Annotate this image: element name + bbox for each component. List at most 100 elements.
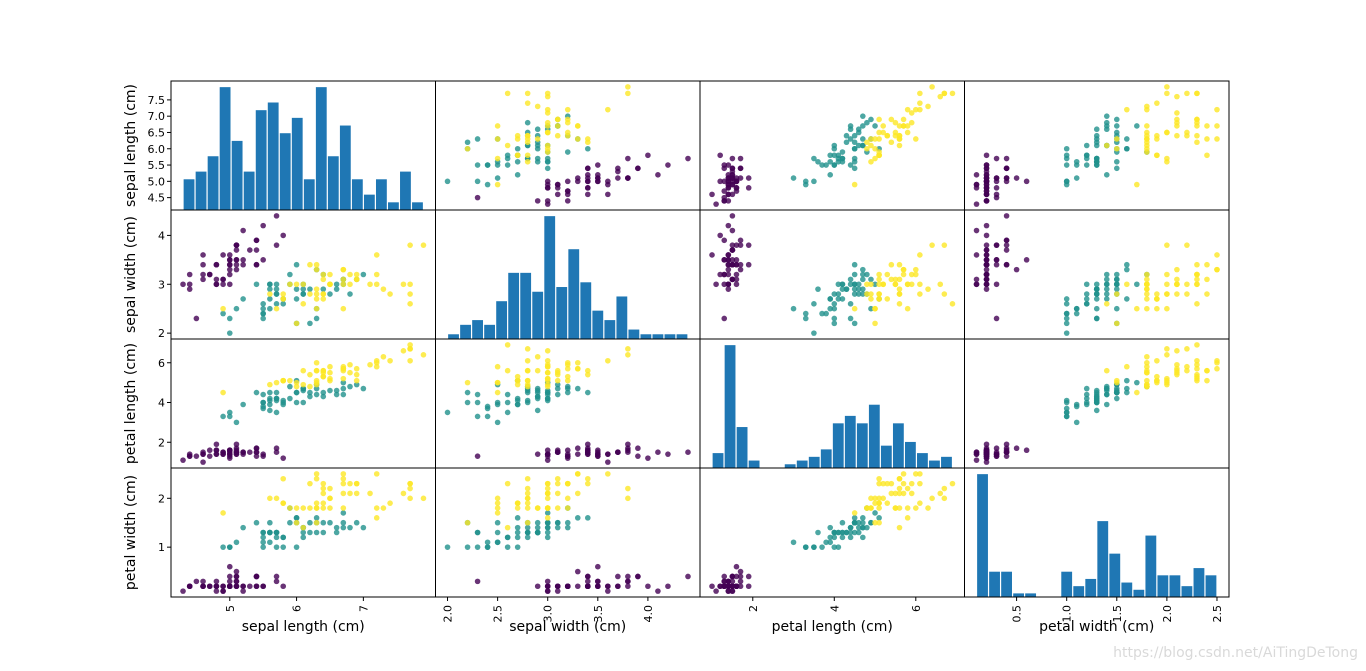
data-point <box>333 281 340 288</box>
x-tick-label: 2 <box>747 605 760 612</box>
data-point <box>514 373 521 380</box>
data-point <box>941 485 948 492</box>
data-point <box>847 281 854 288</box>
data-point <box>1113 158 1120 165</box>
data-point <box>320 286 327 292</box>
data-point <box>876 136 882 142</box>
data-point <box>544 495 551 502</box>
data-point <box>320 490 327 497</box>
data-point <box>917 252 923 258</box>
data-point <box>811 178 817 185</box>
data-point <box>831 301 838 307</box>
data-point <box>327 281 333 288</box>
data-point <box>835 155 842 162</box>
data-point <box>474 578 481 585</box>
data-point <box>876 291 882 297</box>
data-point <box>300 505 307 511</box>
data-point <box>815 286 821 292</box>
data-point <box>831 544 838 550</box>
data-point <box>847 162 854 168</box>
data-point <box>993 242 1000 248</box>
data-point <box>843 286 850 292</box>
data-point <box>709 252 715 258</box>
data-point <box>625 573 631 580</box>
data-point <box>233 261 240 268</box>
data-point <box>534 198 541 204</box>
data-point <box>584 475 591 482</box>
data-point <box>941 242 948 248</box>
data-point <box>1103 387 1110 394</box>
data-point <box>226 261 233 268</box>
data-point <box>729 181 736 188</box>
data-point <box>1194 90 1200 97</box>
data-point <box>864 291 870 297</box>
data-point <box>253 453 260 459</box>
data-point <box>584 139 591 146</box>
data-point <box>360 524 367 531</box>
data-point <box>534 583 541 590</box>
data-point <box>474 453 481 459</box>
data-point <box>725 198 732 204</box>
data-point <box>655 449 661 455</box>
data-point <box>860 123 866 129</box>
data-point <box>1063 296 1070 302</box>
data-point <box>1164 305 1170 312</box>
data-point <box>193 453 200 459</box>
data-point <box>504 162 511 168</box>
hist-bar <box>616 296 628 339</box>
y-tick-label: 5.0 <box>148 175 166 188</box>
data-point <box>206 583 213 590</box>
data-point <box>1093 397 1100 404</box>
data-point <box>240 296 246 302</box>
data-point <box>1003 441 1010 448</box>
data-point <box>904 305 911 312</box>
data-point <box>625 447 631 454</box>
data-point <box>240 449 246 455</box>
data-point <box>313 261 320 268</box>
hist-bar <box>1157 575 1169 597</box>
data-point <box>1144 149 1150 155</box>
data-point <box>574 445 581 452</box>
data-point <box>307 383 313 390</box>
data-point <box>973 181 980 188</box>
data-point <box>1184 281 1190 288</box>
data-point <box>273 281 280 288</box>
data-point <box>1174 281 1180 288</box>
data-point <box>876 149 882 155</box>
data-point <box>1113 145 1120 152</box>
data-point <box>917 100 923 106</box>
data-point <box>1023 257 1030 263</box>
data-point <box>973 457 980 463</box>
hist-bar <box>496 301 508 339</box>
data-point <box>554 191 561 198</box>
data-point <box>973 451 980 457</box>
data-point <box>892 505 899 511</box>
hist-bar <box>219 87 231 210</box>
data-point <box>685 155 691 162</box>
data-point <box>855 281 862 288</box>
data-point <box>514 529 521 536</box>
data-point <box>313 291 320 297</box>
data-point <box>206 453 213 459</box>
data-point <box>494 155 501 162</box>
data-point <box>851 139 858 146</box>
data-point <box>929 242 935 248</box>
data-point <box>564 524 571 531</box>
data-point <box>1144 281 1150 288</box>
data-point <box>353 490 360 497</box>
data-point <box>1073 162 1080 168</box>
data-point <box>544 578 551 585</box>
data-point <box>827 152 834 159</box>
data-point <box>851 181 858 188</box>
data-point <box>273 449 280 455</box>
data-point <box>1093 393 1100 400</box>
x-tick-label: 2.5 <box>492 605 505 623</box>
hist-bar <box>1097 521 1109 597</box>
data-point <box>333 529 340 536</box>
data-point <box>1003 242 1010 248</box>
hist-bar <box>868 404 880 468</box>
data-point <box>855 142 862 149</box>
data-point <box>240 257 246 263</box>
data-point <box>564 447 571 454</box>
data-point <box>554 588 561 594</box>
